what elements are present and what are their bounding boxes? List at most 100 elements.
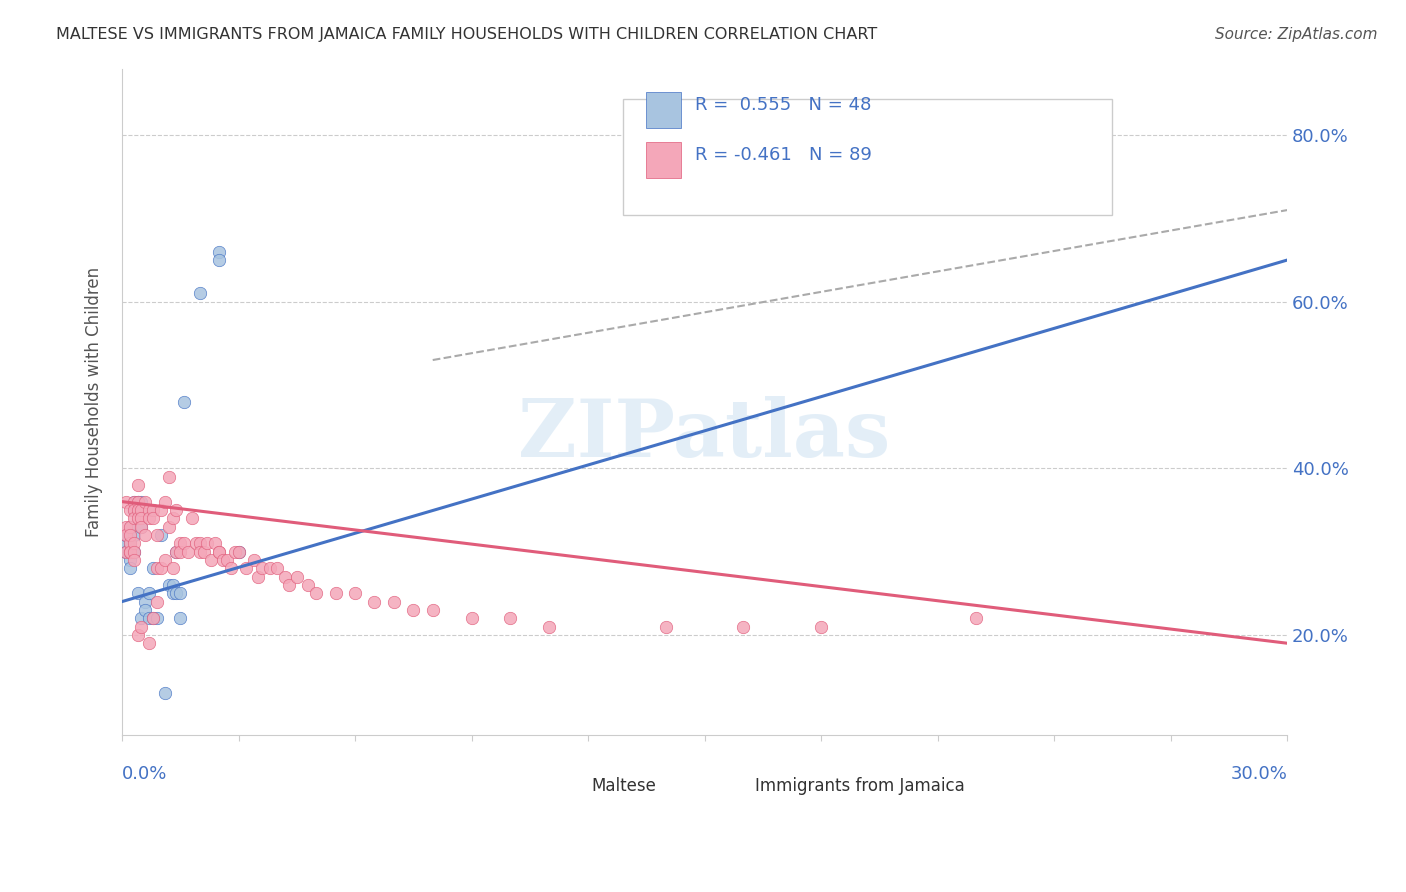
Point (149, 561, 172, 575)
Point (118, 536, 141, 550)
Text: R =  0.555   N = 48: R = 0.555 N = 48 (695, 96, 872, 114)
FancyBboxPatch shape (647, 142, 682, 178)
Point (146, 611, 169, 625)
Point (499, 611, 522, 625)
Point (153, 553, 176, 567)
Point (243, 553, 266, 567)
Point (134, 603, 156, 617)
Point (173, 394, 195, 409)
Y-axis label: Family Households with Children: Family Households with Children (86, 267, 103, 537)
Point (131, 619, 153, 633)
Point (208, 253, 231, 268)
Point (654, 619, 676, 633)
Point (122, 503, 145, 517)
Point (142, 561, 165, 575)
Point (138, 511, 160, 525)
Point (118, 544, 141, 558)
Point (146, 528, 169, 542)
Point (142, 511, 165, 525)
FancyBboxPatch shape (716, 772, 745, 802)
Point (115, 544, 138, 558)
Point (266, 561, 288, 575)
Point (138, 503, 160, 517)
Point (115, 528, 138, 542)
Point (162, 561, 184, 575)
Point (118, 561, 141, 575)
Point (131, 511, 153, 525)
Text: 0.0%: 0.0% (122, 765, 167, 783)
Point (208, 544, 231, 558)
Point (169, 536, 191, 550)
Point (118, 519, 141, 533)
Point (165, 503, 187, 517)
Point (169, 544, 191, 558)
Point (118, 544, 141, 558)
Point (115, 528, 138, 542)
FancyBboxPatch shape (647, 92, 682, 128)
Point (118, 528, 141, 542)
Point (149, 528, 172, 542)
Point (204, 536, 226, 550)
Point (146, 561, 169, 575)
Point (169, 611, 191, 625)
FancyBboxPatch shape (553, 772, 582, 802)
Point (122, 528, 145, 542)
Point (219, 561, 242, 575)
Point (138, 586, 160, 600)
Point (131, 503, 153, 517)
FancyBboxPatch shape (623, 98, 1112, 215)
Point (122, 553, 145, 567)
Point (118, 553, 141, 567)
Point (118, 544, 141, 558)
Point (122, 536, 145, 550)
Point (181, 511, 204, 525)
Point (325, 586, 347, 600)
Point (197, 536, 219, 550)
Point (460, 611, 482, 625)
Text: Maltese: Maltese (592, 777, 657, 795)
Point (297, 578, 319, 592)
Point (122, 544, 145, 558)
Point (134, 494, 156, 508)
Point (131, 519, 153, 533)
Point (188, 286, 211, 301)
Point (131, 494, 153, 508)
Text: R = -0.461   N = 89: R = -0.461 N = 89 (695, 146, 872, 164)
Point (122, 503, 145, 517)
Point (142, 611, 165, 625)
Point (153, 494, 176, 508)
Point (285, 569, 308, 583)
Point (127, 503, 149, 517)
Point (208, 544, 231, 558)
Point (122, 511, 145, 525)
Point (138, 636, 160, 650)
Point (259, 561, 281, 575)
Point (733, 619, 755, 633)
Point (134, 528, 156, 542)
Point (115, 544, 138, 558)
Point (965, 611, 987, 625)
Point (165, 544, 187, 558)
Point (134, 594, 156, 608)
Point (157, 469, 180, 483)
Point (131, 519, 153, 533)
Point (382, 594, 405, 608)
Point (127, 503, 149, 517)
Point (115, 494, 138, 508)
Point (250, 561, 273, 575)
Point (118, 519, 141, 533)
Point (215, 553, 238, 567)
Point (127, 494, 149, 508)
Point (127, 478, 149, 492)
Point (157, 578, 180, 592)
Point (173, 536, 195, 550)
Point (184, 536, 207, 550)
Point (188, 536, 211, 550)
Point (122, 494, 145, 508)
Point (162, 578, 184, 592)
Point (200, 553, 222, 567)
Point (115, 519, 138, 533)
Point (274, 569, 297, 583)
Point (127, 503, 149, 517)
Point (142, 503, 165, 517)
